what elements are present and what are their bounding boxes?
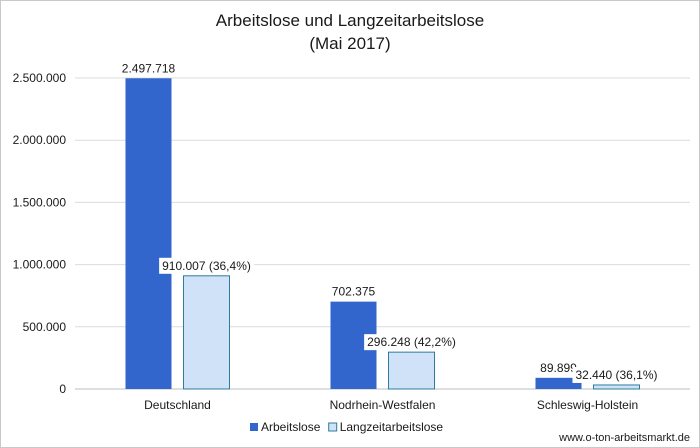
- gridlines: [75, 77, 690, 390]
- data-label: 296.248 (42,2%): [364, 334, 459, 351]
- source-credit: www.o-ton-arbeitsmarkt.de: [558, 432, 690, 444]
- legend-label: Langzeitarbeitslose: [340, 420, 444, 434]
- data-label-text: 702.375: [332, 285, 376, 299]
- langzeitarbeitslose-bar: [593, 384, 640, 390]
- x-tick-label: Deutschland: [144, 398, 211, 412]
- data-label-background: [572, 366, 661, 383]
- data-label-background: [328, 283, 379, 300]
- langzeitarbeitslose-bar: [183, 275, 230, 390]
- data-label-background: [537, 359, 581, 376]
- data-label-background: [118, 60, 179, 77]
- data-label-text: 2.497.718: [122, 61, 176, 75]
- legend-swatch: [328, 422, 338, 432]
- data-label-background: [159, 257, 254, 274]
- data-label: 702.375: [328, 283, 379, 300]
- y-tick-label: 500.000: [23, 320, 67, 334]
- y-axis-tick-labels: 0 500.000 1.000.000 1.500.000 2.000.000 2.500…: [13, 71, 67, 396]
- chart-subtitle: (Mai 2017): [309, 34, 390, 53]
- data-label-text: 296.248 (42,2%): [367, 335, 456, 349]
- legend: Arbeitslose Langzeitarbeitslose: [250, 420, 443, 434]
- y-tick-label: 2.000.000: [13, 133, 67, 147]
- arbeitslose-bar: [535, 377, 582, 389]
- data-label-text: 89.899: [540, 361, 577, 375]
- legend-label: Arbeitslose: [261, 420, 321, 434]
- y-tick-label: 2.500.000: [13, 71, 67, 85]
- data-label-text: 910.007 (36,4%): [162, 259, 251, 273]
- arbeitslose-bar: [125, 78, 172, 390]
- data-label-background: [364, 334, 459, 351]
- data-label: 32.440 (36,1%): [572, 366, 661, 383]
- langzeitarbeitslose-bar: [388, 351, 435, 390]
- y-tick-label: 1.500.000: [13, 195, 67, 209]
- x-tick-label: Schleswig-Holstein: [537, 398, 638, 412]
- legend-swatch: [250, 423, 258, 431]
- x-tick-label: Nodrhein-Westfalen: [330, 398, 436, 412]
- data-label: 910.007 (36,4%): [159, 257, 254, 274]
- data-label-text: 32.440 (36,1%): [575, 368, 657, 382]
- y-tick-label: 0: [59, 382, 66, 396]
- y-tick-label: 1.000.000: [13, 258, 67, 272]
- x-axis-tick-labels: Deutschland Nodrhein-Westfalen Schleswig-H…: [144, 398, 638, 412]
- chart-title: Arbeitslose und Langzeitarbeitslose: [216, 11, 484, 30]
- data-label: 2.497.718: [118, 60, 179, 77]
- data-label: 89.899: [537, 359, 581, 376]
- bars: [125, 78, 640, 390]
- data-labels: 2.497.718 910.007 (36,4%) 702.375 296.248 (…: [118, 60, 661, 383]
